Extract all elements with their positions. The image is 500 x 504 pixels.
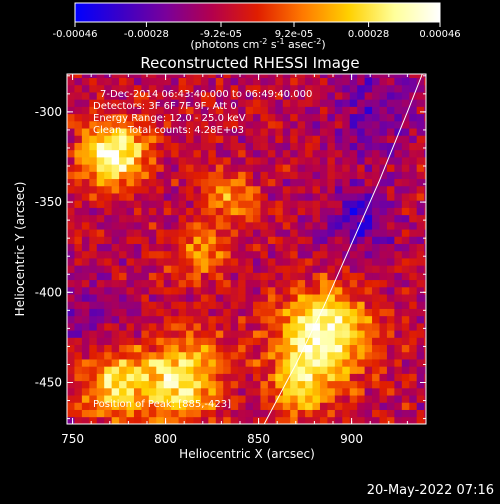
- solar-limb-line: [263, 74, 423, 424]
- annotation-block: 7-Dec-2014 06:43:40.000 to 06:49:40.000 …: [93, 89, 312, 136]
- colorbar-strip: [74, 2, 441, 23]
- colorbar-units: (photons cm-2 s-1 asec-2): [190, 37, 325, 51]
- plot-frame: [66, 73, 427, 425]
- x-tick-label: 900: [340, 432, 363, 446]
- x-tick-label: 800: [154, 432, 177, 446]
- colorbar-ticks: -0.00046 -0.00028 -9.2e-05 9.2e-05 0.00028 0.…: [53, 22, 461, 40]
- annotation-time-range: 7-Dec-2014 06:43:40.000 to 06:49:40.000: [100, 89, 312, 100]
- x-axis-ticks: 750 800 850 900: [61, 74, 427, 446]
- footer-timestamp: 20-May-2022 07:16: [367, 483, 494, 498]
- y-tick-label: -300: [35, 105, 62, 119]
- colorbar-tick-label: 0.00028: [348, 29, 389, 40]
- peak-position-label: Position of Peak: [885,-423]: [93, 399, 231, 410]
- annotation-total-counts: Clean. Total counts: 4.28E+03: [93, 125, 244, 136]
- y-tick-label: -400: [35, 285, 62, 299]
- colorbar-tick-label: -9.2e-05: [200, 29, 242, 40]
- colorbar-tick-label: 0.00046: [419, 29, 460, 40]
- colorbar-tick-label: -0.00028: [124, 29, 169, 40]
- heatmap: [67, 74, 426, 424]
- chart-title: Reconstructed RHESSI Image: [140, 54, 359, 72]
- colorbar-tick-label: -0.00046: [53, 29, 98, 40]
- x-tick-label: 850: [247, 432, 270, 446]
- annotation-energy-range: Energy Range: 12.0 - 25.0 keV: [93, 113, 246, 124]
- colorbar-tick-label: 9.2e-05: [275, 29, 313, 40]
- y-axis-label: Heliocentric Y (arcsec): [13, 182, 27, 317]
- x-axis-label: Heliocentric X (arcsec): [179, 447, 315, 461]
- x-tick-label: 750: [61, 432, 84, 446]
- colorbar: -0.00046 -0.00028 -9.2e-05 9.2e-05 0.00028 0.…: [53, 2, 461, 51]
- y-tick-label: -350: [35, 195, 62, 209]
- y-tick-label: -450: [35, 376, 62, 390]
- annotation-detectors: Detectors: 3F 6F 7F 9F, Att 0: [93, 101, 237, 112]
- y-axis-ticks: -300 -350 -400 -450: [35, 75, 426, 420]
